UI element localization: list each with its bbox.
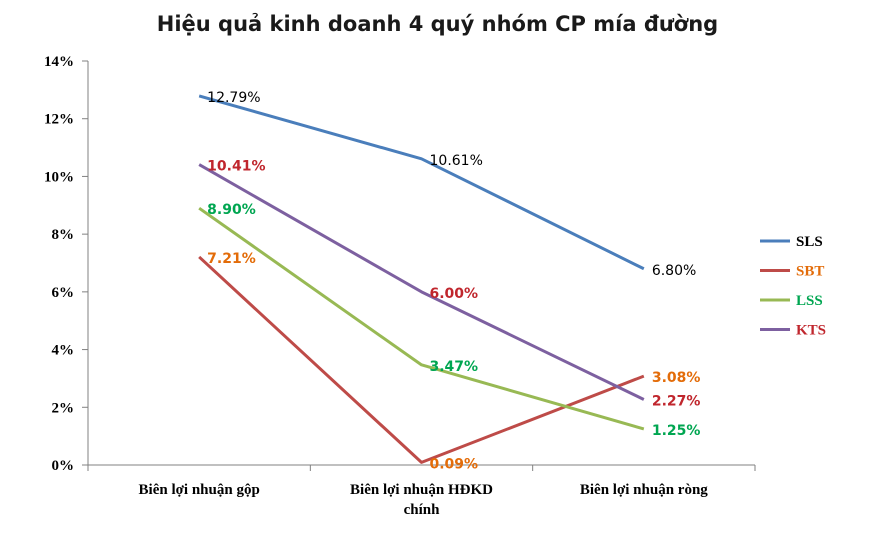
x-category-label: chính — [404, 502, 441, 518]
series-line-sls — [198, 94, 645, 271]
data-label-kts: 2.27% — [652, 393, 701, 409]
legend-label-sbt: SBT — [796, 264, 824, 280]
x-category-label: Biên lợi nhuận gộp — [139, 482, 260, 498]
legend-label-sls: SLS — [796, 234, 823, 250]
data-label-lss: 8.90% — [207, 202, 256, 218]
x-category-label: Biên lợi nhuận HĐKD — [350, 482, 493, 498]
x-category-label: Biên lợi nhuận ròng — [580, 482, 708, 498]
y-tick-label: 14% — [44, 54, 74, 70]
series-line-sbt — [198, 255, 645, 464]
legend-label-lss: LSS — [796, 293, 823, 309]
data-label-lss: 3.47% — [430, 359, 479, 375]
data-label-kts: 10.41% — [207, 159, 265, 175]
data-label-lss: 1.25% — [652, 423, 701, 439]
y-tick-label: 12% — [44, 112, 74, 128]
data-label-sbt: 3.08% — [652, 370, 701, 386]
y-tick-label: 4% — [52, 343, 75, 359]
data-label-sls: 6.80% — [652, 263, 696, 279]
y-tick-label: 10% — [44, 169, 74, 185]
data-label-sls: 10.61% — [430, 153, 483, 169]
y-tick-label: 6% — [52, 285, 75, 301]
y-tick-label: 2% — [52, 400, 75, 416]
series-lines — [198, 94, 645, 464]
data-labels: 12.79% 10.61% 6.80% 7.21% 0.09% 3.08% 8.90% 3.4… — [207, 90, 700, 472]
series-line-lss — [198, 206, 645, 431]
axes: 0% 2% 4% 6% 8% 10% 12% 14% Biên lợi nhuận gộp Biê… — [44, 54, 756, 518]
legend-label-kts: KTS — [796, 323, 826, 339]
y-tick-label: 8% — [52, 227, 75, 243]
data-label-sls: 12.79% — [207, 90, 260, 106]
data-label-kts: 6.00% — [430, 286, 479, 302]
chart-title: Hiệu quả kinh doanh 4 quý nhóm CP mía đư… — [156, 12, 719, 36]
data-label-sbt: 0.09% — [430, 456, 479, 472]
data-label-sbt: 7.21% — [207, 251, 256, 267]
legend: SLS SBT LSS KTS — [760, 234, 826, 339]
series-line-kts — [198, 163, 645, 401]
y-tick-label: 0% — [52, 458, 75, 474]
